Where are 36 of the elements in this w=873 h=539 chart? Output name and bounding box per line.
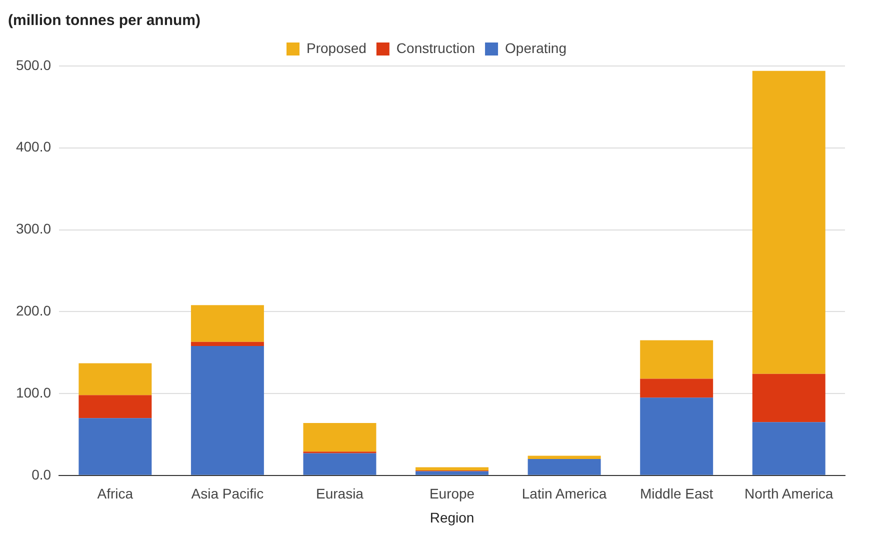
y-tick-label: 200.0	[16, 302, 52, 318]
bar	[303, 453, 376, 475]
bar	[528, 456, 601, 460]
bar	[640, 398, 714, 475]
bar	[640, 378, 714, 398]
bar	[752, 374, 826, 422]
bar	[752, 422, 826, 475]
x-tick-label: Asia Pacific	[191, 486, 264, 502]
bar	[190, 305, 264, 342]
bar	[416, 471, 489, 475]
chart-title: (million tonnes per annum)	[8, 12, 201, 30]
bar	[190, 342, 264, 346]
bar	[78, 395, 152, 418]
bar	[78, 363, 152, 396]
bar	[190, 346, 264, 475]
bar	[78, 418, 152, 475]
bar	[640, 340, 714, 379]
bar	[416, 467, 489, 470]
bar	[528, 459, 601, 475]
y-tick-label: 100.0	[16, 384, 52, 400]
legend-label: Operating	[505, 40, 567, 56]
x-tick-label: Latin America	[522, 486, 607, 502]
x-tick-label: Eurasia	[316, 486, 364, 502]
y-tick-label: 0.0	[32, 466, 52, 482]
bar	[752, 70, 826, 374]
x-tick-label: Africa	[97, 486, 134, 502]
legend-label: Construction	[396, 40, 476, 56]
x-tick-label: North America	[744, 486, 834, 502]
y-tick-label: 300.0	[16, 220, 52, 237]
x-tick-label: Europe	[429, 486, 475, 502]
x-tick-label: Middle East	[640, 486, 714, 502]
x-axis-title: Region	[430, 509, 474, 526]
y-tick-label: 400.0	[16, 138, 52, 155]
bar	[303, 422, 376, 452]
legend-label: Proposed	[306, 40, 366, 56]
y-tick-label: 500.0	[16, 56, 52, 73]
